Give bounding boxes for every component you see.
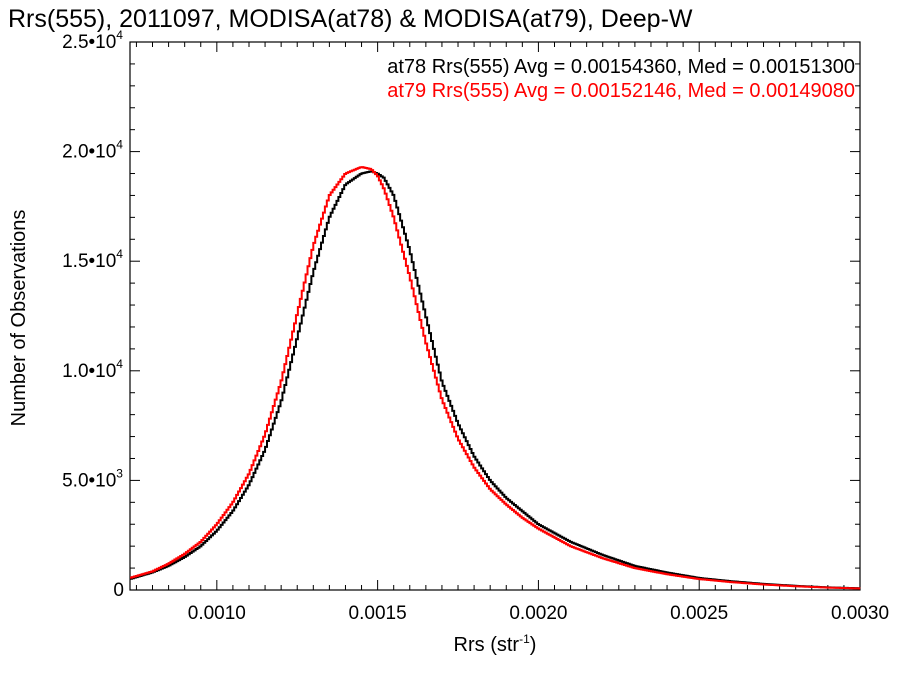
series-line-at79 [130, 166, 861, 590]
y-tick-label-exponent: 4 [116, 138, 123, 152]
y-tick-label: 5.0•103 [62, 466, 124, 491]
x-tick-label: 0.0010 [188, 603, 246, 624]
y-tick-label-exponent: 4 [116, 28, 123, 42]
y-tick-label: 1.5•104 [62, 247, 124, 272]
y-tick-label-mantissa: 2.0•10 [62, 142, 116, 163]
x-axis-label-text: Rrs (str [454, 634, 520, 656]
y-tick-label-mantissa: 0 [113, 580, 124, 601]
y-tick-label-exponent: 4 [116, 247, 123, 261]
x-axis-label-exponent: -1 [519, 632, 530, 646]
y-tick-label-mantissa: 1.0•10 [62, 361, 116, 382]
x-tick-label: 0.0025 [670, 603, 728, 624]
series-line-at78 [130, 170, 861, 590]
series-group [130, 166, 861, 590]
x-axis-label: Rrs (str-1) [454, 632, 537, 656]
y-tick-label: 1.0•104 [62, 357, 124, 382]
y-tick-label-spacer [123, 475, 124, 489]
axis-ticks [130, 41, 861, 591]
y-tick-label-mantissa: 5.0•10 [62, 470, 116, 491]
x-tick-label: 0.0015 [349, 603, 407, 624]
legend-entry-at79: at79 Rrs(555) Avg = 0.00152146, Med = 0.… [387, 80, 855, 102]
y-tick-label-spacer [123, 147, 124, 161]
legend-entry-at78: at78 Rrs(555) Avg = 0.00154360, Med = 0.… [387, 56, 855, 78]
x-tick-label: 0.0030 [831, 603, 889, 624]
x-tick-label: 0.0020 [509, 603, 567, 624]
y-tick-label-spacer [123, 366, 124, 380]
y-tick-label-exponent: 4 [116, 357, 123, 371]
tick-labels: 0.0010 0.0015 0.0020 0.0025 0.0030 0 5.0•103 1… [62, 28, 889, 624]
y-axis-label: Number of Observations [8, 210, 30, 427]
y-tick-label-mantissa: 2.5•10 [62, 32, 116, 53]
plot-frame [129, 41, 861, 591]
y-tick-label-exponent: 3 [116, 466, 123, 480]
y-tick-label-spacer [123, 37, 124, 51]
y-tick-label-spacer [123, 256, 124, 270]
chart-title: Rrs(555), 2011097, MODISA(at78) & MODISA… [8, 5, 693, 33]
y-tick-label: 2.0•104 [62, 138, 124, 163]
y-tick-label-mantissa: 1.5•10 [62, 251, 116, 272]
y-tick-label: 2.5•104 [62, 28, 124, 53]
x-axis-label-close: ) [530, 634, 537, 656]
y-tick-label: 0 [113, 580, 124, 601]
